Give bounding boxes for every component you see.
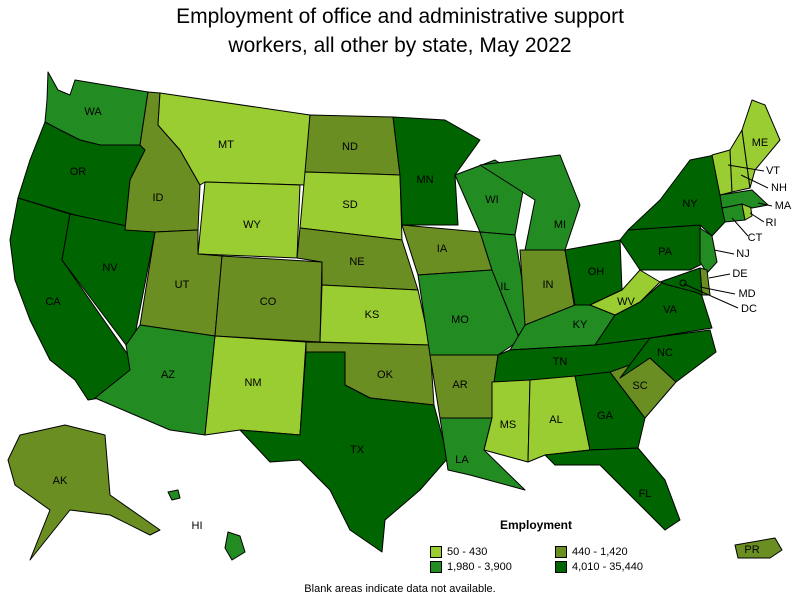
state-FL[interactable] (544, 447, 681, 531)
legend-item-1: 50 - 430 (430, 546, 487, 558)
legend-item-4: 4,010 - 35,440 (555, 561, 643, 573)
label-AL: AL (549, 414, 562, 426)
label-PR: PR (744, 544, 759, 556)
label-WY: WY (243, 219, 261, 231)
label-MA: MA (775, 200, 792, 212)
label-MO: MO (451, 314, 469, 326)
label-AZ: AZ (161, 369, 175, 381)
label-KY: KY (573, 319, 588, 331)
label-MN: MN (416, 174, 433, 186)
label-NC: NC (657, 347, 673, 359)
label-SC: SC (632, 380, 647, 392)
label-GA: GA (597, 410, 614, 422)
label-ID: ID (153, 192, 164, 204)
label-WI: WI (485, 194, 498, 206)
label-AK: AK (53, 475, 68, 487)
label-UT: UT (175, 279, 190, 291)
label-ND: ND (342, 141, 358, 153)
legend-label-3: 1,980 - 3,900 (447, 561, 512, 573)
legend-swatch-3 (430, 561, 442, 573)
state-GA[interactable] (574, 371, 646, 451)
state-labels: WA OR CA NV ID MT WY UT AZ CO NM ND SD N… (45, 106, 792, 556)
label-NM: NM (244, 377, 261, 389)
title-line-1: Employment of office and administrative … (176, 5, 624, 28)
label-IA: IA (437, 243, 448, 255)
label-NY: NY (682, 198, 698, 210)
label-NV: NV (102, 262, 118, 274)
label-NH: NH (771, 182, 787, 194)
label-HI: HI (192, 520, 203, 532)
state-NJ[interactable] (699, 227, 718, 274)
state-ME[interactable] (741, 99, 781, 189)
legend-item-3: 1,980 - 3,900 (430, 561, 512, 573)
legend-item-2: 440 - 1,420 (555, 546, 628, 558)
state-TX[interactable] (239, 351, 449, 553)
label-CT: CT (748, 232, 763, 244)
state-AK[interactable] (7, 424, 161, 561)
label-IN: IN (543, 279, 554, 291)
label-MD: MD (738, 288, 755, 300)
label-CA: CA (45, 296, 61, 308)
label-MI: MI (554, 219, 566, 231)
state-MA[interactable] (719, 189, 769, 209)
state-PR[interactable] (734, 537, 783, 559)
label-FL: FL (639, 488, 652, 500)
title-line-2: workers, all other by state, May 2022 (228, 34, 572, 57)
state-MS[interactable] (483, 379, 531, 463)
label-KS: KS (365, 309, 380, 321)
label-TN: TN (553, 356, 568, 368)
label-IL: IL (500, 281, 509, 293)
label-DE: DE (732, 268, 747, 280)
footnote: Blank areas indicate data not available. (304, 583, 496, 595)
legend-swatch-1 (430, 546, 442, 558)
state-HI[interactable] (167, 489, 181, 501)
label-NJ: NJ (736, 248, 749, 260)
label-OR: OR (70, 166, 87, 178)
leader-lines (683, 164, 773, 309)
state-NY[interactable] (627, 154, 726, 237)
label-MS: MS (500, 419, 517, 431)
label-NE: NE (349, 256, 364, 268)
legend-title: Employment (500, 518, 573, 532)
legend-label-2: 440 - 1,420 (572, 546, 628, 558)
label-WA: WA (84, 106, 102, 118)
label-MT: MT (218, 139, 234, 151)
label-RI: RI (766, 217, 777, 229)
label-WV: WV (617, 296, 635, 308)
label-LA: LA (455, 454, 469, 466)
label-OH: OH (588, 266, 605, 278)
label-DC: DC (741, 303, 757, 315)
label-OK: OK (377, 369, 394, 381)
label-ME: ME (752, 137, 769, 149)
state-MN[interactable] (392, 116, 481, 226)
legend-label-4: 4,010 - 35,440 (572, 561, 643, 573)
label-AR: AR (452, 379, 467, 391)
label-PA: PA (658, 246, 673, 258)
map-title: Employment of office and administrative … (0, 2, 800, 60)
state-HI-big[interactable] (224, 531, 246, 561)
legend-label-1: 50 - 430 (447, 546, 488, 558)
state-MO[interactable] (417, 269, 521, 356)
state-DC[interactable] (679, 279, 687, 287)
legend-swatch-2 (555, 546, 567, 558)
label-VT: VT (766, 165, 780, 177)
label-SD: SD (342, 199, 357, 211)
label-VA: VA (663, 304, 678, 316)
legend-swatch-4 (555, 561, 567, 573)
label-TX: TX (350, 444, 365, 456)
label-CO: CO (260, 296, 277, 308)
